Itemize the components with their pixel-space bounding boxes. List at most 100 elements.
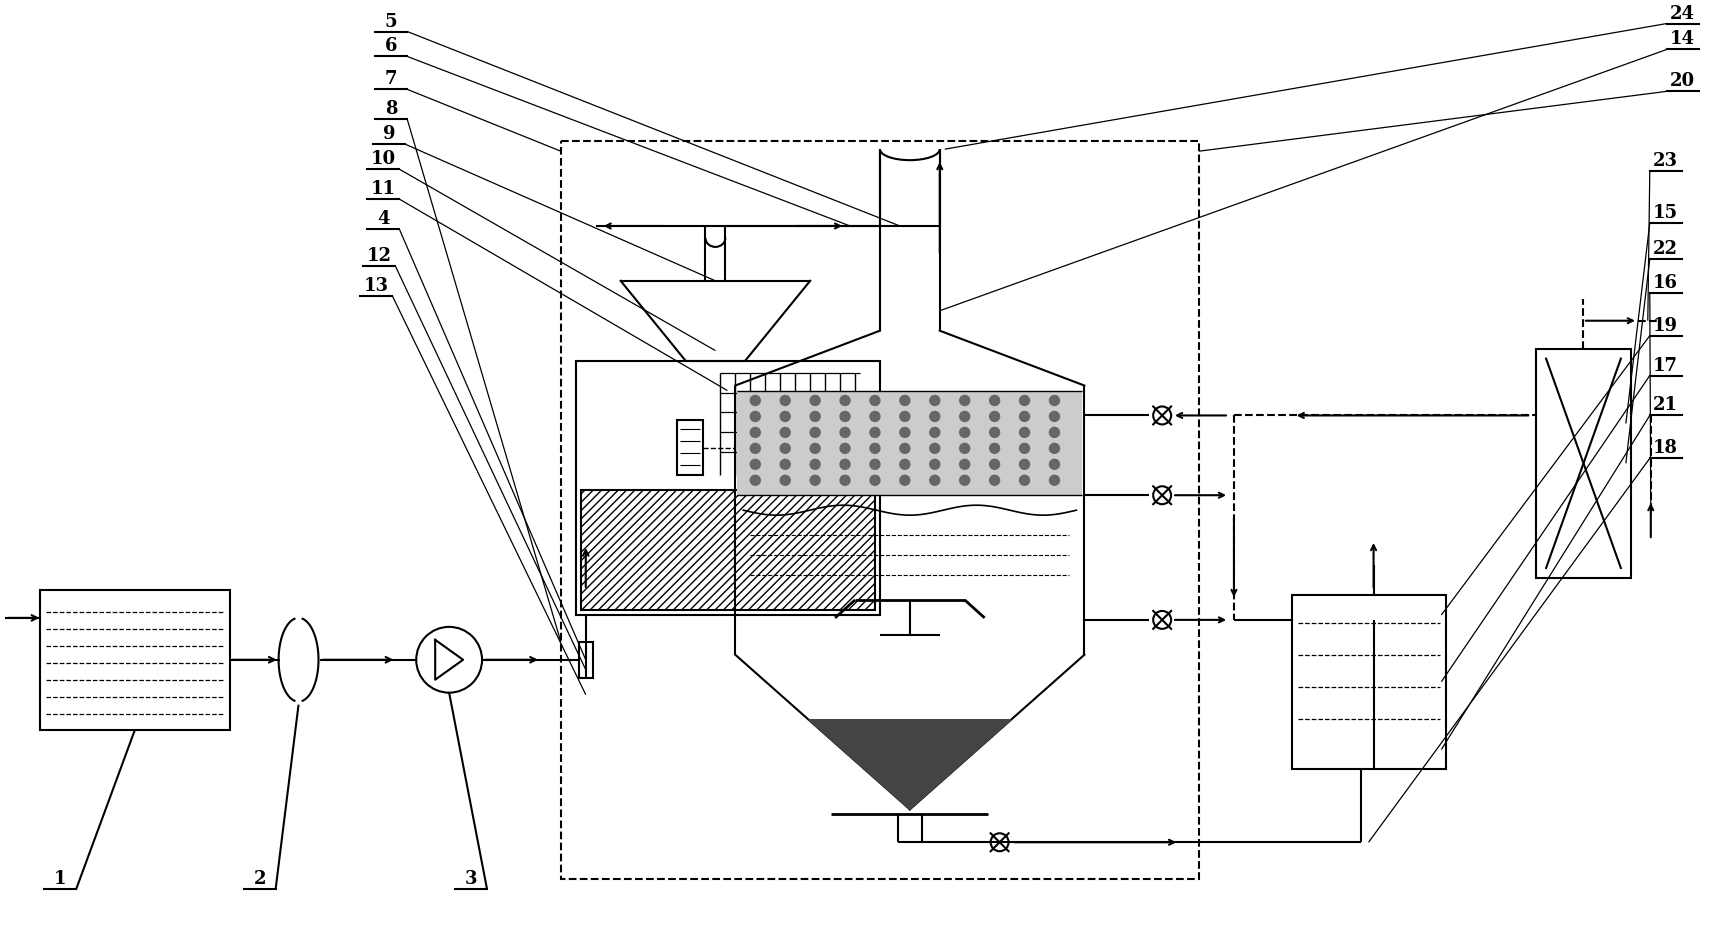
- Circle shape: [900, 412, 910, 422]
- Circle shape: [811, 475, 819, 486]
- Circle shape: [780, 396, 790, 406]
- Circle shape: [900, 475, 910, 486]
- Text: 5: 5: [386, 12, 398, 31]
- Text: 3: 3: [464, 870, 476, 887]
- Text: 15: 15: [1654, 204, 1678, 222]
- Circle shape: [751, 475, 761, 486]
- Bar: [576, 361, 879, 615]
- Circle shape: [751, 460, 761, 470]
- Circle shape: [751, 396, 761, 406]
- Circle shape: [840, 396, 850, 406]
- Text: 8: 8: [386, 100, 398, 118]
- Circle shape: [811, 396, 819, 406]
- Circle shape: [871, 396, 879, 406]
- Text: 24: 24: [1669, 5, 1695, 22]
- Circle shape: [929, 396, 939, 406]
- Circle shape: [780, 428, 790, 438]
- Circle shape: [960, 460, 970, 470]
- Circle shape: [811, 412, 819, 422]
- Circle shape: [780, 460, 790, 470]
- Circle shape: [1020, 396, 1030, 406]
- Circle shape: [929, 428, 939, 438]
- Circle shape: [871, 475, 879, 486]
- Circle shape: [1020, 412, 1030, 422]
- Circle shape: [900, 460, 910, 470]
- Circle shape: [900, 444, 910, 454]
- Bar: [1536, 349, 1630, 578]
- Circle shape: [751, 428, 761, 438]
- Circle shape: [1049, 460, 1059, 470]
- Circle shape: [1049, 396, 1059, 406]
- Circle shape: [811, 460, 819, 470]
- Text: 7: 7: [386, 70, 398, 88]
- Circle shape: [900, 396, 910, 406]
- Circle shape: [871, 460, 879, 470]
- Circle shape: [929, 444, 939, 454]
- Circle shape: [1049, 444, 1059, 454]
- Text: 22: 22: [1654, 240, 1678, 257]
- Circle shape: [780, 475, 790, 486]
- Text: 9: 9: [382, 125, 396, 143]
- Circle shape: [1049, 475, 1059, 486]
- Text: 12: 12: [367, 246, 393, 265]
- Circle shape: [780, 412, 790, 422]
- Circle shape: [840, 412, 850, 422]
- Circle shape: [1020, 475, 1030, 486]
- Circle shape: [751, 444, 761, 454]
- Text: 23: 23: [1654, 152, 1678, 170]
- Text: 16: 16: [1654, 273, 1678, 291]
- Circle shape: [960, 475, 970, 486]
- Text: 10: 10: [370, 150, 396, 168]
- Bar: [1292, 595, 1447, 769]
- Circle shape: [989, 428, 999, 438]
- Circle shape: [811, 444, 819, 454]
- Text: 2: 2: [254, 870, 266, 887]
- Circle shape: [1049, 428, 1059, 438]
- Text: 11: 11: [370, 180, 396, 197]
- Circle shape: [840, 475, 850, 486]
- Bar: [579, 642, 593, 678]
- Circle shape: [1020, 444, 1030, 454]
- Circle shape: [989, 396, 999, 406]
- Polygon shape: [809, 720, 1011, 810]
- Text: 19: 19: [1654, 316, 1678, 334]
- Circle shape: [751, 412, 761, 422]
- Text: 21: 21: [1654, 396, 1678, 414]
- Circle shape: [1020, 428, 1030, 438]
- Circle shape: [960, 396, 970, 406]
- Circle shape: [1049, 412, 1059, 422]
- Text: 17: 17: [1654, 357, 1678, 374]
- Circle shape: [929, 460, 939, 470]
- Text: 1: 1: [53, 870, 67, 887]
- Text: 6: 6: [386, 37, 398, 55]
- Circle shape: [929, 475, 939, 486]
- Circle shape: [989, 444, 999, 454]
- Text: 4: 4: [377, 210, 389, 227]
- Circle shape: [780, 444, 790, 454]
- Circle shape: [840, 428, 850, 438]
- Bar: [677, 421, 703, 475]
- Circle shape: [960, 428, 970, 438]
- Bar: [737, 391, 1082, 496]
- Circle shape: [840, 444, 850, 454]
- Text: 13: 13: [363, 276, 389, 295]
- Circle shape: [929, 412, 939, 422]
- Circle shape: [840, 460, 850, 470]
- Bar: [581, 490, 874, 610]
- Circle shape: [871, 412, 879, 422]
- Text: 20: 20: [1669, 72, 1695, 90]
- Text: 18: 18: [1654, 439, 1678, 457]
- Circle shape: [871, 428, 879, 438]
- Circle shape: [960, 444, 970, 454]
- Circle shape: [900, 428, 910, 438]
- Circle shape: [989, 412, 999, 422]
- Text: 14: 14: [1669, 31, 1695, 49]
- Circle shape: [989, 460, 999, 470]
- Circle shape: [1020, 460, 1030, 470]
- Circle shape: [960, 412, 970, 422]
- Circle shape: [811, 428, 819, 438]
- Circle shape: [989, 475, 999, 486]
- Bar: [560, 142, 1200, 879]
- Circle shape: [871, 444, 879, 454]
- Bar: [39, 591, 230, 730]
